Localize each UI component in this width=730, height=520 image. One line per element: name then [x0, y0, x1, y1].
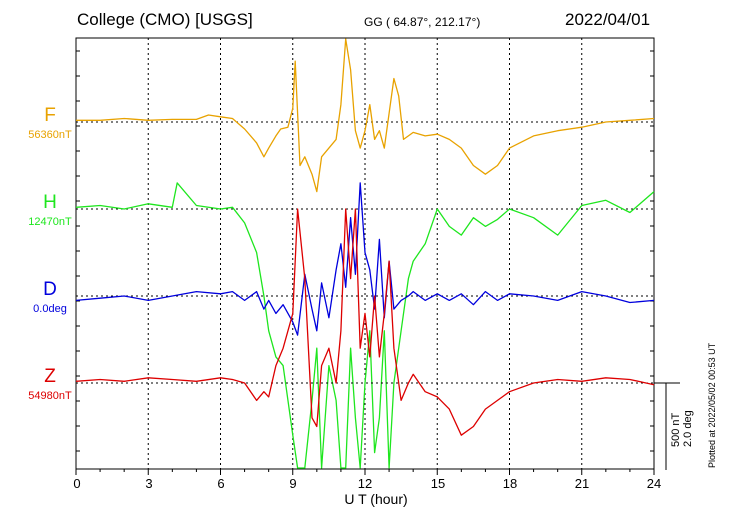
series-line-f: [76, 38, 655, 193]
channel-label-d: D: [43, 279, 57, 300]
scale-bar-label-nt: 500 nT: [670, 412, 682, 447]
series-line-z: [75, 208, 655, 436]
station-coordinates: GG ( 64.87°, 212.17°): [364, 15, 481, 29]
x-tick-label: 21: [574, 476, 590, 491]
plot-timestamp-note: Plotted at 2022/05/02 00:53 UT: [707, 342, 717, 468]
x-tick-label: 0: [73, 476, 81, 491]
x-axis-label: U T (hour): [344, 491, 408, 507]
x-tick-label: 9: [289, 476, 297, 491]
station-title: College (CMO) [USGS]: [77, 10, 253, 29]
x-tick-label: 15: [430, 476, 446, 491]
x-tick-label: 3: [145, 476, 153, 491]
channel-baseline-f: 56360nT: [28, 129, 72, 141]
channel-label-z: Z: [44, 366, 56, 387]
channel-baseline-h: 12470nT: [28, 216, 72, 228]
x-tick-label: 12: [357, 476, 373, 491]
scale-bar-label-deg: 2.0 deg: [682, 410, 694, 447]
channel-baseline-d: 0.0deg: [33, 303, 67, 315]
plot-date: 2022/04/01: [565, 10, 651, 29]
x-tick-label: 18: [502, 476, 518, 491]
series-line-h: [75, 182, 655, 469]
x-tick-label: 24: [646, 476, 662, 491]
series-line-d: [75, 182, 655, 336]
channel-baseline-z: 54980nT: [28, 390, 72, 402]
channel-label-h: H: [43, 192, 57, 213]
x-tick-label: 6: [217, 476, 225, 491]
channel-label-f: F: [44, 105, 56, 126]
